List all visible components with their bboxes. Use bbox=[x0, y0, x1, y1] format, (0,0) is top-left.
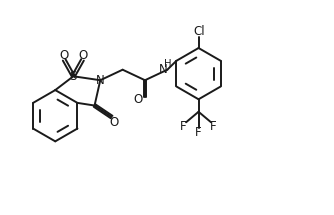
Text: O: O bbox=[109, 116, 118, 129]
Text: F: F bbox=[180, 120, 187, 133]
Text: F: F bbox=[210, 120, 217, 133]
Text: O: O bbox=[59, 49, 69, 62]
Text: O: O bbox=[78, 49, 87, 62]
Text: S: S bbox=[70, 70, 77, 83]
Text: H: H bbox=[164, 60, 171, 69]
Text: F: F bbox=[195, 126, 202, 139]
Text: N: N bbox=[96, 74, 105, 87]
Text: O: O bbox=[133, 93, 142, 106]
Text: N: N bbox=[159, 63, 168, 76]
Text: Cl: Cl bbox=[193, 25, 205, 38]
